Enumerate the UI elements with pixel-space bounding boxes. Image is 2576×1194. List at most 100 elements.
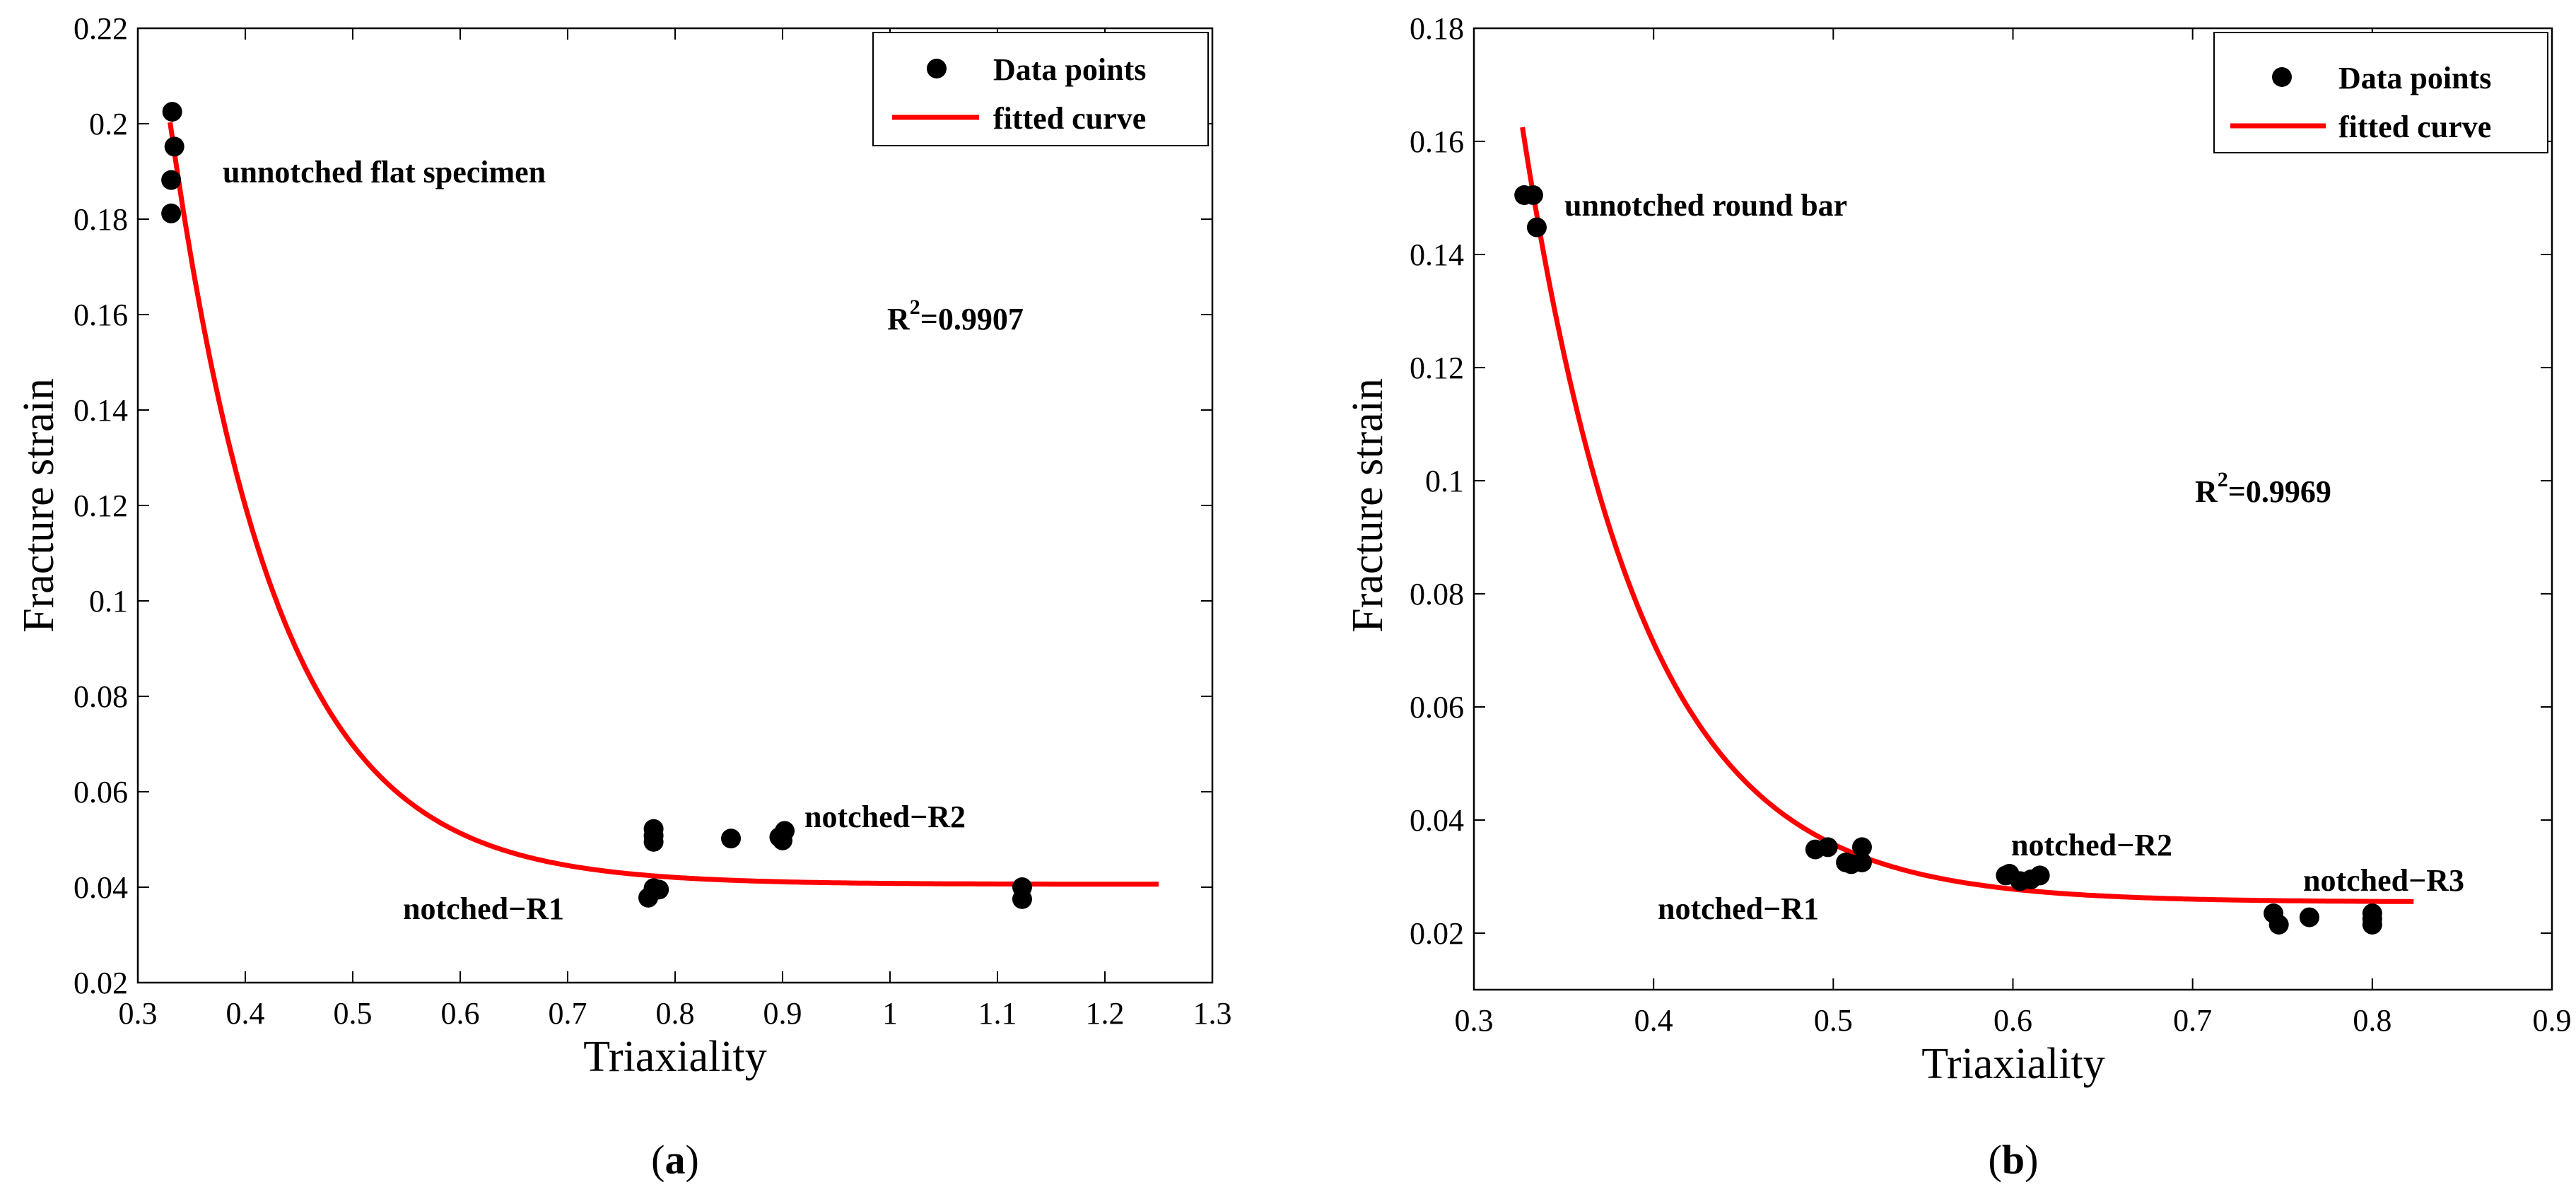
- annotation-r1-notch-b: notched−R1: [1658, 891, 1819, 926]
- x-tick-label: 0.6: [441, 996, 480, 1031]
- fitted-curve: [168, 122, 1159, 887]
- caption-open-a: (: [651, 1137, 665, 1183]
- r2-sup-a: 2: [910, 295, 920, 319]
- r2-prefix-a: R: [887, 302, 911, 336]
- data-point: [1012, 889, 1032, 909]
- y-tick-label: 0.1: [1425, 464, 1464, 498]
- y-tick-label: 0.18: [74, 202, 128, 237]
- data-point: [162, 102, 182, 122]
- data-point: [2268, 915, 2289, 935]
- data-point: [2030, 865, 2050, 886]
- b-ticks: 0.3 0.4 0.5 0.6 0.7 0.8 0.9 0.02 0.04 0.06 0.08 0.1…: [1410, 11, 2572, 1038]
- ylabel-b: Fracture strain: [1344, 378, 1392, 633]
- y-tick-label: 0.02: [1410, 916, 1464, 951]
- data-point: [1852, 837, 1872, 858]
- legend-box-b: [2213, 32, 2548, 153]
- data-point: [2362, 915, 2382, 935]
- data-point: [1817, 837, 1838, 858]
- r2-prefix-b: R: [2195, 474, 2218, 509]
- legend-marker-a: [927, 59, 947, 78]
- caption-letter-a: a: [665, 1137, 686, 1183]
- legend-b: Data points fitted curve: [2213, 32, 2548, 153]
- r2-value-a: =0.9907: [920, 302, 1024, 336]
- y-tick-label: 0.16: [74, 298, 128, 332]
- data-point: [161, 203, 182, 223]
- x-tick-label: 0.7: [549, 996, 587, 1031]
- data-point: [161, 170, 182, 190]
- x-tick-label: 0.4: [1634, 1003, 1673, 1038]
- data-point: [1526, 217, 1547, 238]
- x-tick-label: 0.8: [2353, 1003, 2391, 1038]
- y-tick-label: 0.2: [89, 107, 128, 141]
- y-tick-label: 0.14: [74, 393, 128, 428]
- y-tick-label: 0.22: [74, 11, 128, 46]
- r2-sup-b: 2: [2218, 468, 2228, 491]
- data-point: [773, 830, 792, 850]
- b-points-group: [1514, 185, 2382, 935]
- annotation-r3-notch-b: notched−R3: [2303, 863, 2464, 898]
- caption-close-a: ): [686, 1137, 699, 1183]
- y-tick-label: 0.04: [1410, 803, 1464, 838]
- y-tick-label: 0.02: [74, 966, 128, 1000]
- data-point: [721, 829, 742, 849]
- data-point: [2299, 907, 2319, 927]
- y-tick-label: 0.1: [89, 584, 128, 619]
- x-tick-label: 0.3: [119, 996, 158, 1031]
- legend-box-a: [872, 32, 1209, 146]
- a-curve-group: [168, 122, 1159, 887]
- x-tick-label: 1.1: [978, 996, 1017, 1031]
- data-point: [649, 879, 669, 900]
- x-tick-label: 0.3: [1455, 1003, 1494, 1038]
- annotation-unnotched-a: unnotched flat specimen: [223, 155, 546, 189]
- x-tick-label: 0.8: [656, 996, 695, 1031]
- a-points-group: [161, 102, 1032, 909]
- data-point: [164, 136, 185, 157]
- fitted-curve: [1520, 127, 2414, 904]
- annotation-r2-notch-b: notched−R2: [2011, 828, 2172, 862]
- r2-label-b: R2=0.9969: [2195, 468, 2331, 509]
- y-tick-label: 0.08: [1410, 577, 1464, 611]
- x-tick-label: 1.2: [1086, 996, 1125, 1031]
- x-tick-label: 0.5: [1814, 1003, 1853, 1038]
- legend-a: Data points fitted curve: [872, 32, 1209, 146]
- y-tick-label: 0.14: [1410, 238, 1464, 272]
- ylabel-a: Fracture strain: [15, 378, 63, 633]
- x-tick-label: 0.7: [2173, 1003, 2212, 1038]
- panel-b: 0.3 0.4 0.5 0.6 0.7 0.8 0.9 0.02 0.04 0.06 0.08 0.1…: [1344, 11, 2572, 1183]
- caption-a: (a): [651, 1137, 699, 1183]
- annotation-r2-notch-a: notched−R2: [804, 800, 966, 834]
- y-tick-label: 0.12: [1410, 351, 1464, 385]
- data-point: [1523, 185, 1543, 205]
- legend-curve-label-b: fitted curve: [2338, 110, 2491, 144]
- r2-value-b: =0.9969: [2228, 474, 2331, 509]
- y-tick-label: 0.06: [1410, 690, 1464, 725]
- legend-curve-label-a: fitted curve: [993, 101, 1146, 136]
- caption-open-b: (: [1989, 1137, 2002, 1183]
- y-tick-label: 0.04: [74, 870, 128, 905]
- caption-letter-b: b: [2002, 1137, 2025, 1183]
- b-curve-group: [1520, 127, 2414, 904]
- panel-a: 0.3 0.4 0.5 0.6 0.7 0.8 0.9 1 1.1 1.2 1.3 0.02 0.04 0…: [15, 11, 1232, 1183]
- caption-b: (b): [1989, 1137, 2039, 1183]
- legend-points-label-a: Data points: [993, 52, 1146, 87]
- legend-marker-b: [2272, 67, 2292, 87]
- x-tick-label: 0.9: [763, 996, 802, 1031]
- y-tick-label: 0.16: [1410, 124, 1464, 159]
- x-tick-label: 0.6: [1994, 1003, 2032, 1038]
- y-tick-label: 0.06: [74, 775, 128, 809]
- data-point: [643, 819, 664, 839]
- y-tick-label: 0.18: [1410, 11, 1464, 46]
- y-tick-label: 0.12: [74, 488, 128, 523]
- data-point: [1852, 853, 1872, 872]
- xlabel-a: Triaxiality: [583, 1033, 767, 1081]
- x-tick-label: 0.4: [226, 996, 265, 1031]
- a-ticks: 0.3 0.4 0.5 0.6 0.7 0.8 0.9 1 1.1 1.2 1.3 0.02 0.04 0…: [74, 11, 1232, 1031]
- y-tick-label: 0.08: [74, 679, 128, 714]
- annotation-r1-notch-a: notched−R1: [403, 891, 564, 926]
- r2-label-a: R2=0.9907: [887, 295, 1024, 336]
- x-tick-label: 0.5: [334, 996, 373, 1031]
- caption-close-b: ): [2025, 1137, 2038, 1183]
- legend-points-label-b: Data points: [2338, 61, 2491, 95]
- x-tick-label: 0.9: [2533, 1003, 2572, 1038]
